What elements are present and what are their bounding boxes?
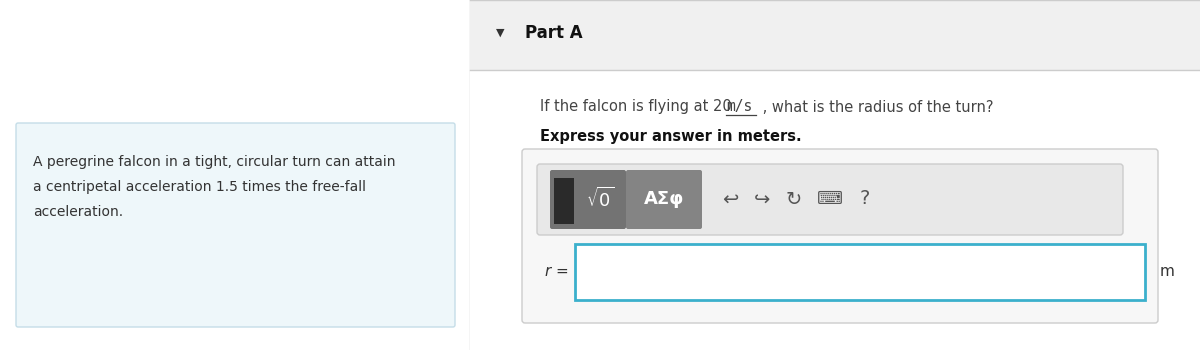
Text: m: m bbox=[1160, 265, 1175, 280]
Text: Part A: Part A bbox=[526, 24, 583, 42]
Text: ⌨: ⌨ bbox=[817, 190, 842, 208]
Text: , what is the radius of the turn?: , what is the radius of the turn? bbox=[758, 99, 994, 114]
Text: Express your answer in meters.: Express your answer in meters. bbox=[540, 130, 802, 145]
FancyBboxPatch shape bbox=[554, 178, 574, 224]
Text: ↩: ↩ bbox=[722, 189, 738, 209]
FancyBboxPatch shape bbox=[522, 149, 1158, 323]
FancyBboxPatch shape bbox=[0, 0, 470, 350]
FancyBboxPatch shape bbox=[626, 170, 702, 229]
Text: ↪: ↪ bbox=[754, 189, 770, 209]
Text: acceleration.: acceleration. bbox=[34, 205, 124, 219]
FancyBboxPatch shape bbox=[470, 0, 1200, 70]
Text: $\sqrt{\mathregular{0}}$: $\sqrt{\mathregular{0}}$ bbox=[586, 187, 614, 211]
FancyBboxPatch shape bbox=[550, 170, 626, 229]
Text: If the falcon is flying at 20: If the falcon is flying at 20 bbox=[540, 99, 742, 114]
Text: AΣφ: AΣφ bbox=[644, 190, 684, 208]
Text: $r$ =: $r$ = bbox=[544, 265, 569, 280]
Text: m/s: m/s bbox=[726, 99, 752, 114]
FancyBboxPatch shape bbox=[538, 164, 1123, 235]
Text: a centripetal acceleration 1.5 times the free-fall: a centripetal acceleration 1.5 times the… bbox=[34, 180, 366, 194]
Text: ?: ? bbox=[860, 189, 870, 209]
FancyBboxPatch shape bbox=[16, 123, 455, 327]
Text: A peregrine falcon in a tight, circular turn can attain: A peregrine falcon in a tight, circular … bbox=[34, 155, 396, 169]
FancyBboxPatch shape bbox=[470, 70, 1200, 350]
Text: ▼: ▼ bbox=[496, 28, 504, 38]
Text: ↻: ↻ bbox=[786, 189, 802, 209]
FancyBboxPatch shape bbox=[575, 244, 1145, 300]
